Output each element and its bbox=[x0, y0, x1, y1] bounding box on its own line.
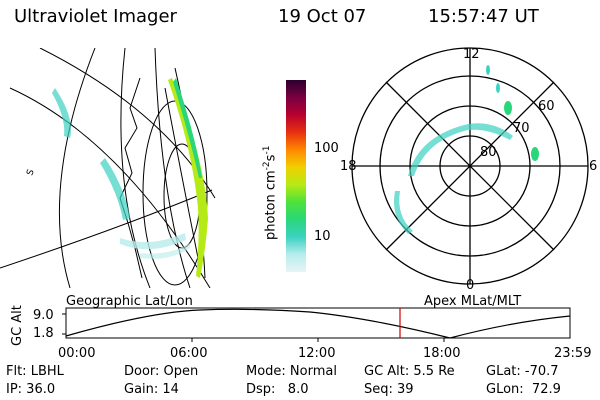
gain-info: Gain: 14 bbox=[124, 382, 179, 397]
altitude-strip bbox=[62, 307, 571, 342]
time-tick-0: 00:00 bbox=[58, 346, 96, 361]
mode-info: Mode: Normal bbox=[246, 364, 337, 379]
seq-info: Seq: 39 bbox=[364, 382, 414, 397]
time-tick-4: 23:59 bbox=[554, 346, 592, 361]
mlt-label-12: 12 bbox=[463, 47, 480, 62]
polar-plot: 12 18 6 0 60 70 80 bbox=[340, 47, 597, 292]
projection-marker: S bbox=[25, 168, 36, 177]
alt-axis-bottom: 1.8 bbox=[33, 326, 54, 341]
aurora-emission bbox=[52, 78, 208, 278]
colorbar bbox=[286, 80, 306, 272]
lat-label-70: 70 bbox=[513, 121, 530, 136]
lat-label-60: 60 bbox=[538, 99, 555, 114]
polar-aurora-emission bbox=[393, 65, 539, 234]
geographic-projection: S bbox=[0, 48, 216, 288]
mlt-label-6: 6 bbox=[589, 159, 597, 174]
apex-label: Apex MLat/MLT bbox=[424, 294, 522, 309]
altitude-curve bbox=[65, 308, 571, 339]
filter-info: Flt: LBHL bbox=[6, 364, 64, 379]
colorbar-tick-10: 10 bbox=[314, 229, 331, 244]
date-label: 19 Oct 07 bbox=[278, 6, 367, 27]
time-label: 15:57:47 UT bbox=[428, 6, 539, 27]
colorbar-unit-label: photon cm-2s-1 bbox=[262, 145, 279, 240]
alt-axis-top: 9.0 bbox=[33, 308, 54, 323]
time-tick-3: 18:00 bbox=[423, 346, 461, 361]
lat-label-80: 80 bbox=[480, 145, 497, 160]
mlt-label-18: 18 bbox=[340, 159, 357, 174]
mlt-label-0: 0 bbox=[466, 278, 474, 292]
gc-alt-info: GC Alt: 5.5 Re bbox=[364, 364, 455, 379]
app-title: Ultraviolet Imager bbox=[14, 6, 177, 27]
glat-info: GLat: -70.7 bbox=[486, 364, 559, 379]
dsp-info: Dsp: 8.0 bbox=[246, 382, 309, 397]
door-info: Door: Open bbox=[124, 364, 199, 379]
geographic-label: Geographic Lat/Lon bbox=[66, 294, 193, 309]
time-tick-2: 12:00 bbox=[298, 346, 336, 361]
glon-info: GLon: 72.9 bbox=[486, 382, 561, 397]
colorbar-tick-100: 100 bbox=[314, 141, 339, 156]
time-tick-1: 06:00 bbox=[170, 346, 208, 361]
ip-info: IP: 36.0 bbox=[6, 382, 56, 397]
